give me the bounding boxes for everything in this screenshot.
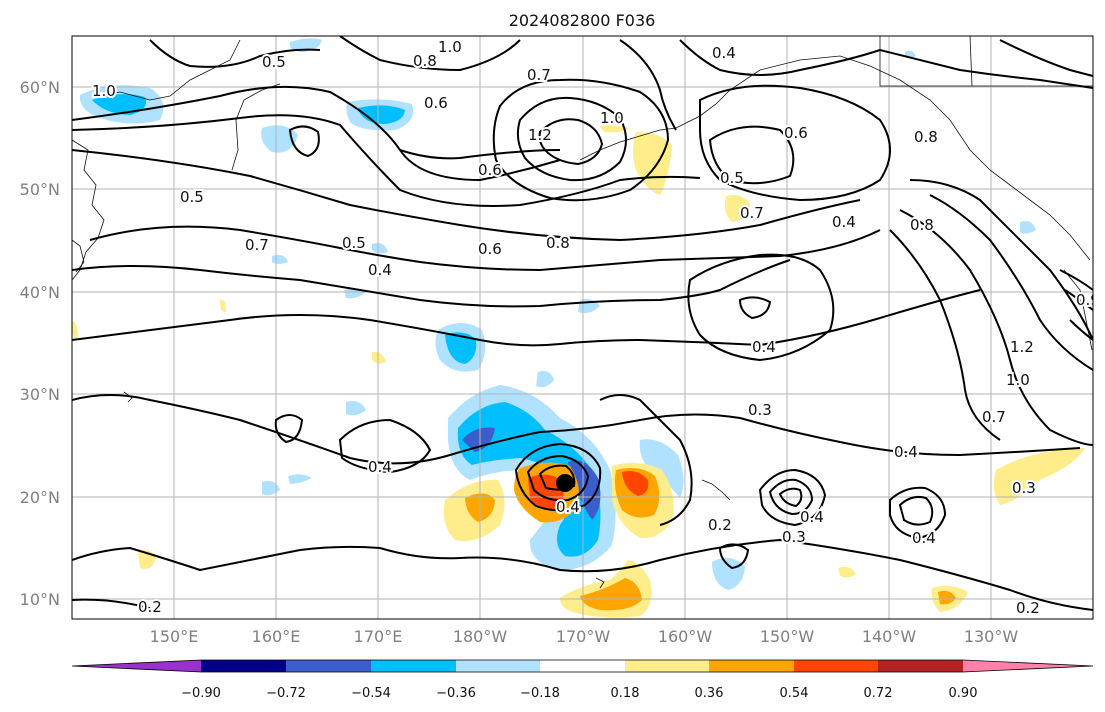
colorbar-segments <box>71 659 1094 673</box>
contour-label: 0.6 <box>478 240 502 258</box>
lon-label: 130°W <box>964 627 1019 646</box>
lon-label: 140°W <box>862 627 917 646</box>
lon-label: 150°W <box>760 627 815 646</box>
colorbar-segment <box>963 660 1093 672</box>
colorbar-outline <box>71 659 1094 673</box>
contour-label: 0.7 <box>245 236 269 254</box>
lat-label: 60°N <box>20 78 60 97</box>
lon-label: 170°E <box>354 627 403 646</box>
colorbar-segment <box>371 660 456 672</box>
lat-label: 20°N <box>20 488 60 507</box>
colorbar-segment <box>540 660 625 672</box>
colorbar-segment <box>456 660 540 672</box>
coastlines <box>72 36 1093 589</box>
lat-label: 50°N <box>20 180 60 199</box>
contour-label: 0.2 <box>708 516 732 534</box>
colorbar-tick-label: 0.54 <box>780 686 809 701</box>
contour-label: 0.4 <box>368 458 392 476</box>
lat-label: 30°N <box>20 385 60 404</box>
contour-label: 1.2 <box>528 126 552 144</box>
contour-label: 0.4 <box>894 443 918 461</box>
contour-label: 0.5 <box>720 169 744 187</box>
lat-label: 40°N <box>20 283 60 302</box>
contour-label: 1.2 <box>1010 338 1034 356</box>
colorbar-segment <box>794 660 878 672</box>
contour-label: 0.7 <box>740 204 764 222</box>
map-frame <box>71 35 1094 620</box>
colorbar-tick-label: −0.36 <box>436 686 476 701</box>
latitude-labels: 60°N 50°N 40°N 30°N 20°N 10°N <box>20 78 60 609</box>
storm-center-marker <box>556 474 574 492</box>
map-area: 1.0 0.8 0.5 0.7 0.6 0.4 1.2 1.0 0.6 0.5 … <box>71 35 1100 620</box>
contour-label: 1.0 <box>438 38 462 56</box>
colorbar-tick-label: 0.36 <box>695 686 724 701</box>
colorbar-segment <box>286 660 371 672</box>
colorbar-tick-label: 0.18 <box>611 686 640 701</box>
contour-label: 0.4 <box>556 498 580 516</box>
contour-label: 0.5 <box>262 53 286 71</box>
contour-lines <box>72 36 1093 611</box>
contour-label: 1.0 <box>600 109 624 127</box>
lon-label: 150°E <box>150 627 199 646</box>
contour-label: 0.6 <box>784 124 808 142</box>
contour-label: 0.4 <box>712 44 736 62</box>
contour-label: 0.3 <box>748 401 772 419</box>
contour-label: 0.6 <box>424 94 448 112</box>
contour-label: 0.4 <box>752 338 776 356</box>
colorbar-tick-label: 0.72 <box>864 686 893 701</box>
contour-label: 0.8 <box>914 128 938 146</box>
lon-label: 160°E <box>252 627 301 646</box>
contour-label: 0.3 <box>782 528 806 546</box>
contour-label: 0.2 <box>138 598 162 616</box>
contour-label: 1.0 <box>92 82 116 100</box>
colorbar-tick-label: 0.90 <box>949 686 978 701</box>
colorbar-segment <box>709 660 794 672</box>
contour-label: 0.7 <box>982 408 1006 426</box>
grid-lines <box>72 36 1093 619</box>
colorbar-tick-label: −0.72 <box>266 686 306 701</box>
colorbar-tick-label: −0.90 <box>181 686 221 701</box>
colorbar-segment <box>625 660 709 672</box>
colorbar-tick-label: −0.54 <box>351 686 391 701</box>
colorbar-segment <box>878 660 963 672</box>
map-title: 2024082800 F036 <box>509 11 656 30</box>
contour-label: 0.4 <box>912 529 936 547</box>
contour-label: 0.4 <box>832 213 856 231</box>
contour-label: 0.5 <box>180 188 204 206</box>
contour-label: 0.3 <box>1012 479 1036 497</box>
colorbar-segment <box>201 660 286 672</box>
contour-label: 0.4 <box>800 508 824 526</box>
contour-label-group: 1.0 0.8 0.5 0.7 0.6 0.4 1.2 1.0 0.6 0.5 … <box>90 36 1100 619</box>
longitude-labels: 150°E 160°E 170°E 180°W 170°W 160°W 150°… <box>150 627 1019 646</box>
contour-label: 0.9 <box>1076 291 1100 309</box>
contour-label: 0.4 <box>368 261 392 279</box>
colorbar-tick-label: −0.18 <box>520 686 560 701</box>
colorbar-tick-labels: −0.90 −0.72 −0.54 −0.36 −0.18 0.18 0.36 … <box>181 686 977 701</box>
lon-label: 170°W <box>556 627 611 646</box>
lat-label: 10°N <box>20 590 60 609</box>
contour-label: 0.8 <box>910 216 934 234</box>
contour-label: 1.0 <box>1006 371 1030 389</box>
contour-label: 0.6 <box>478 161 502 179</box>
lon-label: 180°W <box>453 627 508 646</box>
contour-label: 0.5 <box>342 234 366 252</box>
colorbar-segment <box>72 660 201 672</box>
contour-label: 0.7 <box>527 66 551 84</box>
lon-label: 160°W <box>658 627 713 646</box>
colorbar: −0.90 −0.72 −0.54 −0.36 −0.18 0.18 0.36 … <box>71 659 1094 701</box>
contour-label: 0.8 <box>413 52 437 70</box>
contour-label: 0.8 <box>546 234 570 252</box>
contour-label: 0.2 <box>1016 599 1040 617</box>
